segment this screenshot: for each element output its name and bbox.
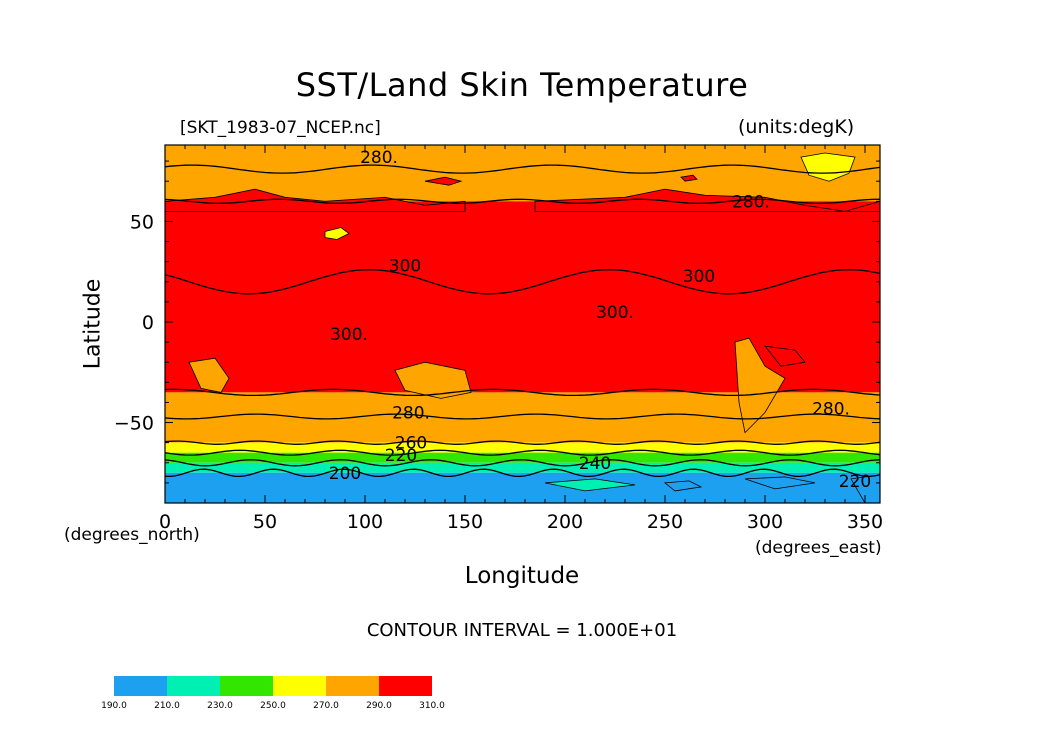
contour-line — [165, 164, 880, 174]
contour-line — [165, 440, 880, 445]
colorbar-swatch — [379, 676, 432, 696]
units-label: (units:degK) — [738, 116, 855, 138]
x-tick-label: 50 — [253, 511, 277, 533]
colorbar-swatch — [167, 676, 220, 696]
x-axis-units-right: (degrees_east) — [755, 538, 882, 558]
y-tick-label: 50 — [130, 211, 154, 233]
x-tick-label: 300 — [747, 511, 783, 533]
x-axis-units-left: (degrees_north) — [64, 525, 200, 545]
contour-label: 240 — [579, 454, 611, 474]
contour-label: 200 — [329, 464, 361, 484]
antarctic-cool-patch-1 — [544, 478, 636, 492]
south-africa-cool-region — [188, 357, 230, 393]
antarctic-cool-patch-2 — [744, 476, 816, 490]
north-america-warm-region — [534, 188, 880, 212]
siberia-patch — [424, 176, 463, 186]
source-file-label: [SKT_1983-07_NCEP.nc] — [180, 118, 381, 138]
colorbar-label: 290.0 — [366, 701, 392, 711]
contour-interval-label: CONTOUR INTERVAL = 1.000E+01 — [366, 620, 678, 641]
contour-line — [165, 269, 880, 295]
temperature-band — [165, 442, 880, 453]
colorbar-label: 190.0 — [101, 701, 127, 711]
colorbar-label: 310.0 — [419, 701, 445, 711]
canada-patch — [680, 174, 698, 182]
contour-line — [165, 388, 880, 397]
contour-line — [165, 449, 880, 456]
contour-label: 280. — [732, 192, 770, 212]
plot-frame — [164, 144, 881, 504]
contour-line — [165, 198, 880, 204]
contour-label: 300. — [596, 303, 634, 323]
contour-label: 220 — [839, 472, 871, 492]
temperature-band — [165, 462, 880, 473]
colorbar-label: 230.0 — [207, 701, 233, 711]
x-tick-label: 150 — [447, 511, 483, 533]
contour-label: 300 — [683, 267, 715, 287]
contour-label: 280. — [392, 404, 430, 424]
contour-line — [165, 413, 880, 420]
contour-line — [165, 468, 880, 478]
contour-label: 220 — [385, 446, 417, 466]
contour-line — [165, 459, 880, 467]
colorbar-label: 210.0 — [154, 701, 180, 711]
colorbar-swatch — [114, 676, 167, 696]
x-axis-label: Longitude — [464, 563, 580, 589]
x-tick-label: 200 — [547, 511, 583, 533]
asia-cool-patch — [324, 227, 350, 240]
x-tick-label: 100 — [347, 511, 383, 533]
contour-label: 280. — [812, 400, 850, 420]
eurasia-warm-region — [165, 188, 466, 212]
contour-label: 260 — [395, 434, 427, 454]
colorbar-swatch — [273, 676, 326, 696]
chart-title: SST/Land Skin Temperature — [295, 66, 749, 104]
antarctic-cool-patch-3 — [663, 480, 703, 492]
x-tick-label: 350 — [847, 511, 883, 533]
contour-label: 300. — [330, 325, 368, 345]
contour-label: 300 — [389, 257, 421, 277]
y-tick-label: −50 — [114, 413, 154, 435]
x-tick-label: 250 — [647, 511, 683, 533]
greenland-feature — [800, 152, 856, 182]
x-tick-label: 0 — [159, 511, 171, 533]
temperature-band — [165, 452, 880, 463]
south-america-cool-region — [734, 337, 786, 434]
australia-cool-region — [394, 361, 472, 399]
colorbar-swatch — [326, 676, 379, 696]
contour-label: 280. — [360, 148, 398, 168]
y-tick-label: 0 — [142, 312, 154, 334]
colorbar-swatch — [220, 676, 273, 696]
colorbar-label: 270.0 — [313, 701, 339, 711]
colorbar-label: 250.0 — [260, 701, 286, 711]
brazil-warm-patch — [764, 345, 806, 367]
